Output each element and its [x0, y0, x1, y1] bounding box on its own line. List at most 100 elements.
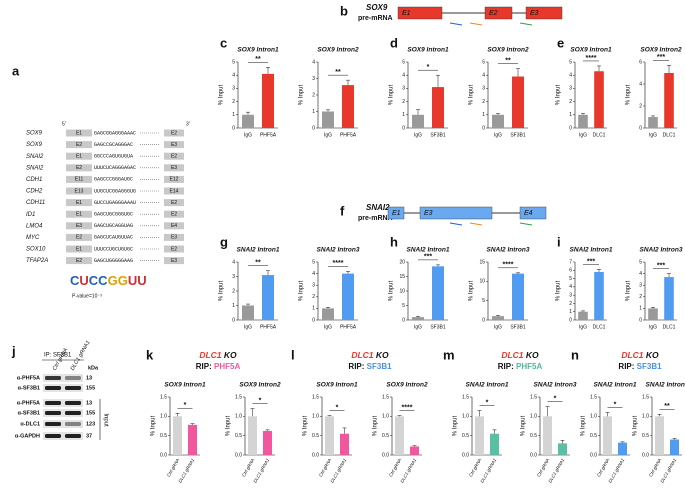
chart-title: SNAI2 Intron3: [646, 382, 685, 389]
exon-box: [164, 141, 184, 149]
panel-label: g: [220, 234, 228, 249]
gene-name: TFAP2A: [26, 258, 48, 264]
y-tick-label: 0: [639, 317, 642, 323]
exon-box: [164, 222, 184, 230]
exon-box: [66, 210, 92, 218]
chart-title: SNAI2 Intron1: [237, 247, 280, 254]
y-tick-label: 5: [402, 59, 405, 65]
significance: ***: [657, 54, 665, 61]
x-tick-label: IgG: [579, 324, 587, 330]
exon-label: E1: [76, 130, 82, 136]
panel-label: i: [557, 234, 561, 249]
three-prime: 3': [186, 121, 190, 127]
error-bar: [597, 269, 601, 272]
exon-label: E2: [489, 10, 498, 17]
rip-heading: RIP: PHF5A: [196, 362, 241, 371]
error-bar: [581, 310, 585, 312]
y-axis-label: % Input: [299, 281, 305, 302]
exon-label: E2: [171, 212, 177, 218]
significance: ***: [657, 262, 665, 269]
exon-label: E1: [76, 154, 82, 160]
gene-name: SOX9: [26, 131, 43, 137]
y-tick-label: 2: [232, 288, 235, 294]
gene-name: ID1: [26, 212, 35, 218]
y-tick-label: 1.5: [382, 394, 389, 400]
y-tick-label: 4: [569, 73, 572, 79]
exon-box: [66, 222, 92, 230]
y-tick-label: 10: [399, 288, 405, 294]
y-tick-label: 0: [402, 317, 405, 323]
rip-protein: PHF5A: [214, 362, 240, 371]
y-tick-label: 0.0: [382, 452, 389, 458]
gene-name: SOX10: [26, 247, 46, 253]
x-tick-label: PHF5A: [340, 324, 357, 330]
y-tick-label: 2: [482, 99, 485, 105]
bar: [263, 431, 272, 455]
bar: [648, 308, 658, 320]
error-bar: [651, 115, 655, 117]
error-bar: [657, 414, 662, 417]
y-tick-label: 4: [312, 271, 315, 277]
x-tick-label: Ctrl gRNA: [318, 458, 332, 478]
y-axis-label: % Input: [219, 85, 225, 106]
bar: [432, 87, 444, 128]
error-bar: [266, 270, 270, 276]
significance: ***: [587, 258, 595, 265]
y-axis-label: % Input: [469, 85, 475, 106]
band: [65, 376, 81, 380]
x-tick-label: IgG: [244, 132, 252, 138]
ko-gene: DLC1: [351, 350, 373, 360]
diagram-gene: SNAI2: [366, 203, 390, 212]
y-axis-label: % Input: [626, 281, 632, 302]
exon-box: [66, 164, 92, 172]
bar: [648, 117, 658, 128]
exon-label: E3: [424, 210, 433, 217]
exon-box: [164, 187, 184, 195]
bar: [188, 424, 197, 455]
ko-gene: DLC1: [501, 350, 523, 360]
y-tick-label: 0.0: [312, 452, 319, 458]
bar: [248, 416, 257, 455]
x-tick-label: DLC1 gRNA1: [399, 457, 417, 484]
chart-title: SNAI2 Intron1: [594, 382, 637, 389]
exon-box: [66, 245, 92, 253]
error-bar: [265, 429, 270, 432]
exon-box: [164, 129, 184, 137]
error-bar: [477, 410, 482, 417]
bar: [340, 433, 349, 455]
significance: **: [335, 69, 341, 76]
bar: [322, 111, 334, 128]
y-tick-label: 15: [399, 274, 405, 280]
chart-title: SNAI2 Intron1: [570, 247, 613, 254]
exon-label: E2: [171, 130, 177, 136]
y-tick-label: 0.5: [312, 433, 319, 439]
bar: [670, 439, 679, 455]
panel-label: e: [557, 35, 564, 50]
y-tick-label: 1: [482, 112, 485, 118]
y-tick-label: 3: [569, 86, 572, 92]
bar: [173, 416, 182, 455]
bar: [475, 416, 484, 455]
ko-heading: DLC1 KO: [501, 350, 539, 360]
blot-strip: [43, 374, 83, 382]
chart-title: SOX9 Intron2: [386, 382, 428, 389]
exon-box: [164, 210, 184, 218]
p-value: P-value=10⁻³: [72, 293, 102, 299]
sequence: GGCCCAGUGUGUA: [94, 154, 133, 160]
band: [45, 422, 61, 426]
bar: [578, 311, 588, 320]
error-bar: [266, 67, 270, 74]
x-tick-label: Ctrl gRNA: [388, 458, 402, 478]
y-tick-label: 0: [232, 125, 235, 131]
chart-title: SNAI2 Intron3: [534, 382, 577, 389]
gene-name: SNAI2: [26, 165, 44, 171]
y-tick-label: 4: [482, 73, 485, 79]
y-tick-label: 0: [482, 317, 485, 323]
error-bar: [346, 271, 350, 274]
y-tick-label: 1.0: [462, 414, 469, 420]
gene-name: MYC: [26, 235, 40, 241]
y-tick-label: 4: [402, 73, 405, 79]
significance: **: [255, 56, 261, 63]
x-tick-label: DLC1: [663, 324, 676, 330]
bar: [325, 416, 334, 455]
